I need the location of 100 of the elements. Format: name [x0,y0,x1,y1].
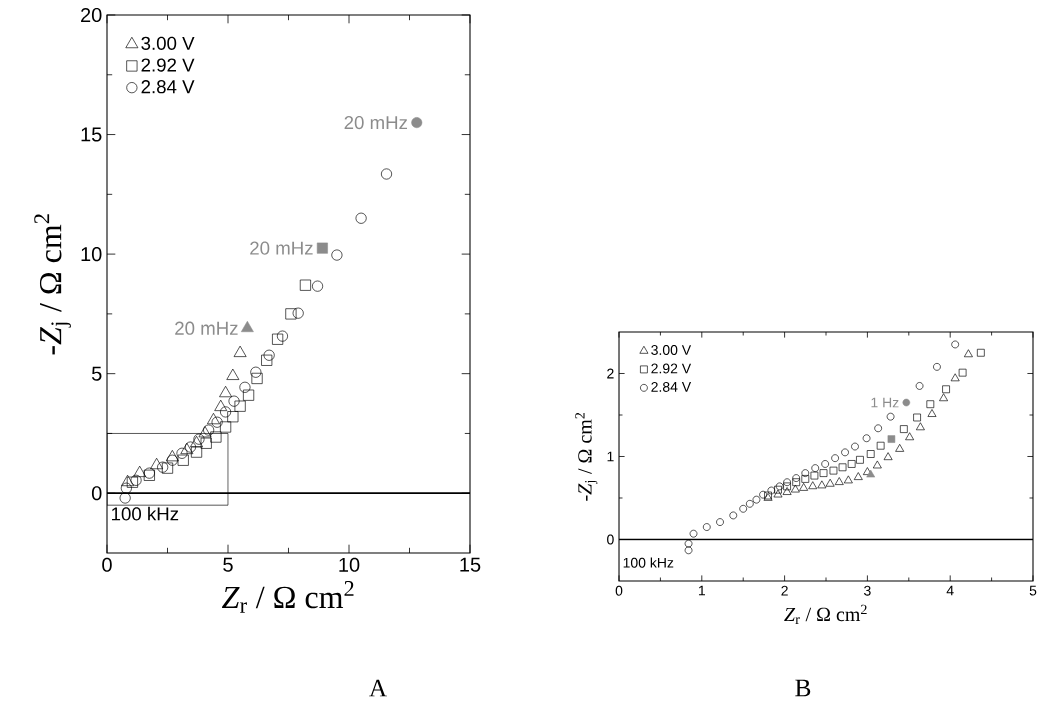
point [228,395,240,407]
point [166,454,178,466]
point [773,489,783,498]
point [176,447,188,459]
x-tick-label: 1 [698,585,705,596]
point [817,480,827,489]
legend-label: 2.92 V [141,58,195,72]
point [866,450,875,458]
point [191,446,203,458]
point [876,441,885,450]
point [234,400,246,412]
point [838,463,847,472]
x-tick-label: 0 [615,585,623,596]
annotation: 20 mHz [250,241,313,255]
y-tick-label: 0 [91,486,102,501]
point [126,476,138,488]
point [883,452,893,461]
point [927,409,937,417]
point [792,478,801,487]
y-tick-label: 5 [91,366,102,381]
point [887,435,896,443]
point [775,482,784,491]
point [261,354,273,366]
x-axis-title: Z$_{r}$ / Ω cm$^{2}$ [221,581,354,613]
point [220,421,232,433]
point [933,363,941,371]
point [905,432,915,441]
point [915,422,925,431]
point [716,518,724,526]
point [411,117,423,129]
x-axis-title: Z$_{r}$ / Ω cm$^{2}$ [784,604,867,624]
point [157,461,169,473]
point [958,368,967,377]
point [825,478,835,487]
point [926,400,935,409]
point [950,373,960,382]
x-tick-label: 10 [339,557,360,572]
point [856,455,864,464]
point [198,426,212,438]
point [847,460,856,468]
point [831,454,839,462]
point [739,504,748,513]
point [745,499,754,508]
point [292,307,304,319]
point [133,465,147,477]
point [272,333,284,345]
point [177,454,189,466]
point [790,484,800,493]
text: A [369,679,387,697]
x-tick-label: 15 [460,557,481,572]
point [241,320,254,333]
y-tick-label: 20 [81,7,102,23]
point [977,348,985,357]
point [810,471,819,480]
point [886,412,895,421]
point [866,469,876,478]
x-tick-label: 4 [946,585,954,596]
point [895,443,905,452]
point [130,474,142,486]
point [851,442,859,451]
point [902,398,911,407]
point [899,425,908,433]
y-tick-label: 0 [607,534,614,545]
point [808,481,818,490]
point [233,345,247,357]
point [243,389,255,401]
point [913,413,921,422]
point [214,399,228,411]
point [853,472,863,480]
point [239,381,251,393]
point [227,411,239,423]
point [843,475,853,484]
point [684,539,693,548]
y-tick-label: 10 [81,247,102,262]
point [951,340,960,349]
y-tick-label: 1 [607,451,614,462]
point [355,212,367,224]
annotation: 20 mHz [344,115,408,130]
point [207,412,220,425]
point [774,485,782,494]
point [120,482,132,494]
point [783,482,791,491]
point [874,424,882,433]
point [702,523,711,531]
y-axis-title: -Z$_{j}$ / Ω cm$^{2}$ [575,412,598,501]
legend-label: 3.00 V [141,36,195,50]
point [299,279,311,291]
legend-label: 3.00 V [651,345,692,355]
point [150,457,164,470]
point [226,368,240,380]
point [819,469,828,477]
point [276,330,288,342]
point [211,416,223,428]
point [119,492,131,504]
point [251,372,263,384]
point [963,349,973,358]
point [783,478,791,487]
point [689,529,698,538]
point [200,437,212,449]
text: B [795,679,811,697]
